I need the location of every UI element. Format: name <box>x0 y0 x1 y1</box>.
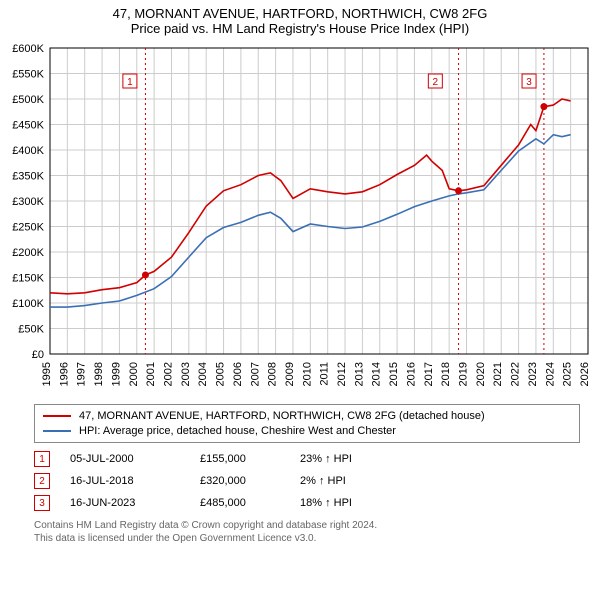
y-axis-tick-label: £250K <box>12 222 44 234</box>
y-axis-tick-label: £500K <box>12 94 44 106</box>
x-axis-tick-label: 2010 <box>301 362 313 386</box>
event-row-date: 05-JUL-2000 <box>70 453 180 465</box>
event-row-price: £485,000 <box>200 497 280 509</box>
x-axis-tick-label: 1997 <box>76 362 88 386</box>
event-row-price: £155,000 <box>200 453 280 465</box>
y-axis-tick-label: £400K <box>12 145 44 157</box>
x-axis-tick-label: 2016 <box>405 362 417 386</box>
event-row-number: 3 <box>34 495 50 511</box>
y-axis-tick-label: £0 <box>32 349 44 361</box>
legend-item: HPI: Average price, detached house, Ches… <box>43 425 571 437</box>
x-axis-tick-label: 1995 <box>41 362 53 386</box>
event-row: 2 16-JUL-2018 £320,000 2% ↑ HPI <box>34 473 580 489</box>
x-axis-tick-label: 2013 <box>353 362 365 386</box>
x-axis-tick-label: 2000 <box>128 362 140 386</box>
event-marker-label-2: 2 <box>433 77 439 88</box>
legend-item: 47, MORNANT AVENUE, HARTFORD, NORTHWICH,… <box>43 410 571 422</box>
y-axis-tick-label: £550K <box>12 69 44 81</box>
legend-label: HPI: Average price, detached house, Ches… <box>79 425 396 437</box>
x-axis-tick-label: 2022 <box>510 362 522 386</box>
x-axis-tick-label: 1996 <box>58 362 70 386</box>
x-axis-tick-label: 2015 <box>388 362 400 386</box>
y-axis-tick-label: £350K <box>12 171 44 183</box>
line-chart-svg: £0 £50K £100K £150K £200K £250K £300K £350K £400… <box>0 38 600 398</box>
x-axis-tick-label: 2018 <box>440 362 452 386</box>
x-axis-tick-label: 2024 <box>544 362 556 386</box>
x-axis-tick-label: 2020 <box>475 362 487 386</box>
event-row-price: £320,000 <box>200 475 280 487</box>
event-dot-2 <box>455 187 462 194</box>
x-axis-tick-label: 2005 <box>215 362 227 386</box>
x-axis-tick-label: 2007 <box>249 362 261 386</box>
y-axis-tick-label: £50K <box>18 324 44 336</box>
event-row-delta: 23% ↑ HPI <box>300 453 400 465</box>
y-axis-tick-label: £450K <box>12 120 44 132</box>
footnote-line1: Contains HM Land Registry data © Crown c… <box>34 519 580 532</box>
event-table: 1 05-JUL-2000 £155,000 23% ↑ HPI 2 16-JUL-201… <box>34 451 580 511</box>
chart-title-line2: Price paid vs. HM Land Registry's House … <box>0 21 600 36</box>
event-dot-3 <box>540 103 547 110</box>
x-axis-tick-label: 2002 <box>162 362 174 386</box>
footnote-line2: This data is licensed under the Open Gov… <box>34 532 580 545</box>
legend-label: 47, MORNANT AVENUE, HARTFORD, NORTHWICH,… <box>79 410 485 422</box>
event-row-delta: 2% ↑ HPI <box>300 475 400 487</box>
x-axis-tick-label: 2004 <box>197 362 209 386</box>
chart-title-line1: 47, MORNANT AVENUE, HARTFORD, NORTHWICH,… <box>0 6 600 21</box>
x-axis-tick-label: 2026 <box>579 362 591 386</box>
x-axis-tick-label: 2021 <box>492 362 504 386</box>
x-axis-tick-label: 2001 <box>145 362 157 386</box>
y-axis-tick-label: £200K <box>12 247 44 259</box>
event-marker-label-1: 1 <box>127 77 133 88</box>
event-row-number: 1 <box>34 451 50 467</box>
legend-swatch <box>43 415 71 417</box>
x-axis-tick-label: 2025 <box>562 362 574 386</box>
event-row: 1 05-JUL-2000 £155,000 23% ↑ HPI <box>34 451 580 467</box>
event-row: 3 16-JUN-2023 £485,000 18% ↑ HPI <box>34 495 580 511</box>
chart-area: £0 £50K £100K £150K £200K £250K £300K £350K £400… <box>0 38 600 398</box>
x-axis-tick-label: 2017 <box>423 362 435 386</box>
legend-swatch <box>43 430 71 432</box>
y-axis-tick-label: £100K <box>12 298 44 310</box>
x-axis-tick-label: 2009 <box>284 362 296 386</box>
x-axis-tick-label: 2023 <box>527 362 539 386</box>
x-axis-tick-label: 2003 <box>180 362 192 386</box>
chart-title-block: 47, MORNANT AVENUE, HARTFORD, NORTHWICH,… <box>0 0 600 38</box>
event-marker-label-3: 3 <box>526 77 532 88</box>
event-row-number: 2 <box>34 473 50 489</box>
y-axis-tick-label: £150K <box>12 273 44 285</box>
y-axis-tick-label: £600K <box>12 43 44 55</box>
event-row-date: 16-JUL-2018 <box>70 475 180 487</box>
x-axis-tick-label: 2006 <box>232 362 244 386</box>
event-dot-1 <box>142 271 149 278</box>
x-axis-tick-label: 2019 <box>458 362 470 386</box>
chart-legend: 47, MORNANT AVENUE, HARTFORD, NORTHWICH,… <box>34 404 580 443</box>
x-axis-tick-label: 2008 <box>267 362 279 386</box>
x-axis-tick-label: 2012 <box>336 362 348 386</box>
x-axis-tick-label: 2011 <box>319 362 331 386</box>
x-axis-tick-label: 1998 <box>93 362 105 386</box>
event-row-date: 16-JUN-2023 <box>70 497 180 509</box>
y-axis-tick-label: £300K <box>12 196 44 208</box>
event-row-delta: 18% ↑ HPI <box>300 497 400 509</box>
x-axis-tick-label: 1999 <box>110 362 122 386</box>
footnote: Contains HM Land Registry data © Crown c… <box>34 519 580 545</box>
x-axis-tick-label: 2014 <box>371 362 383 386</box>
